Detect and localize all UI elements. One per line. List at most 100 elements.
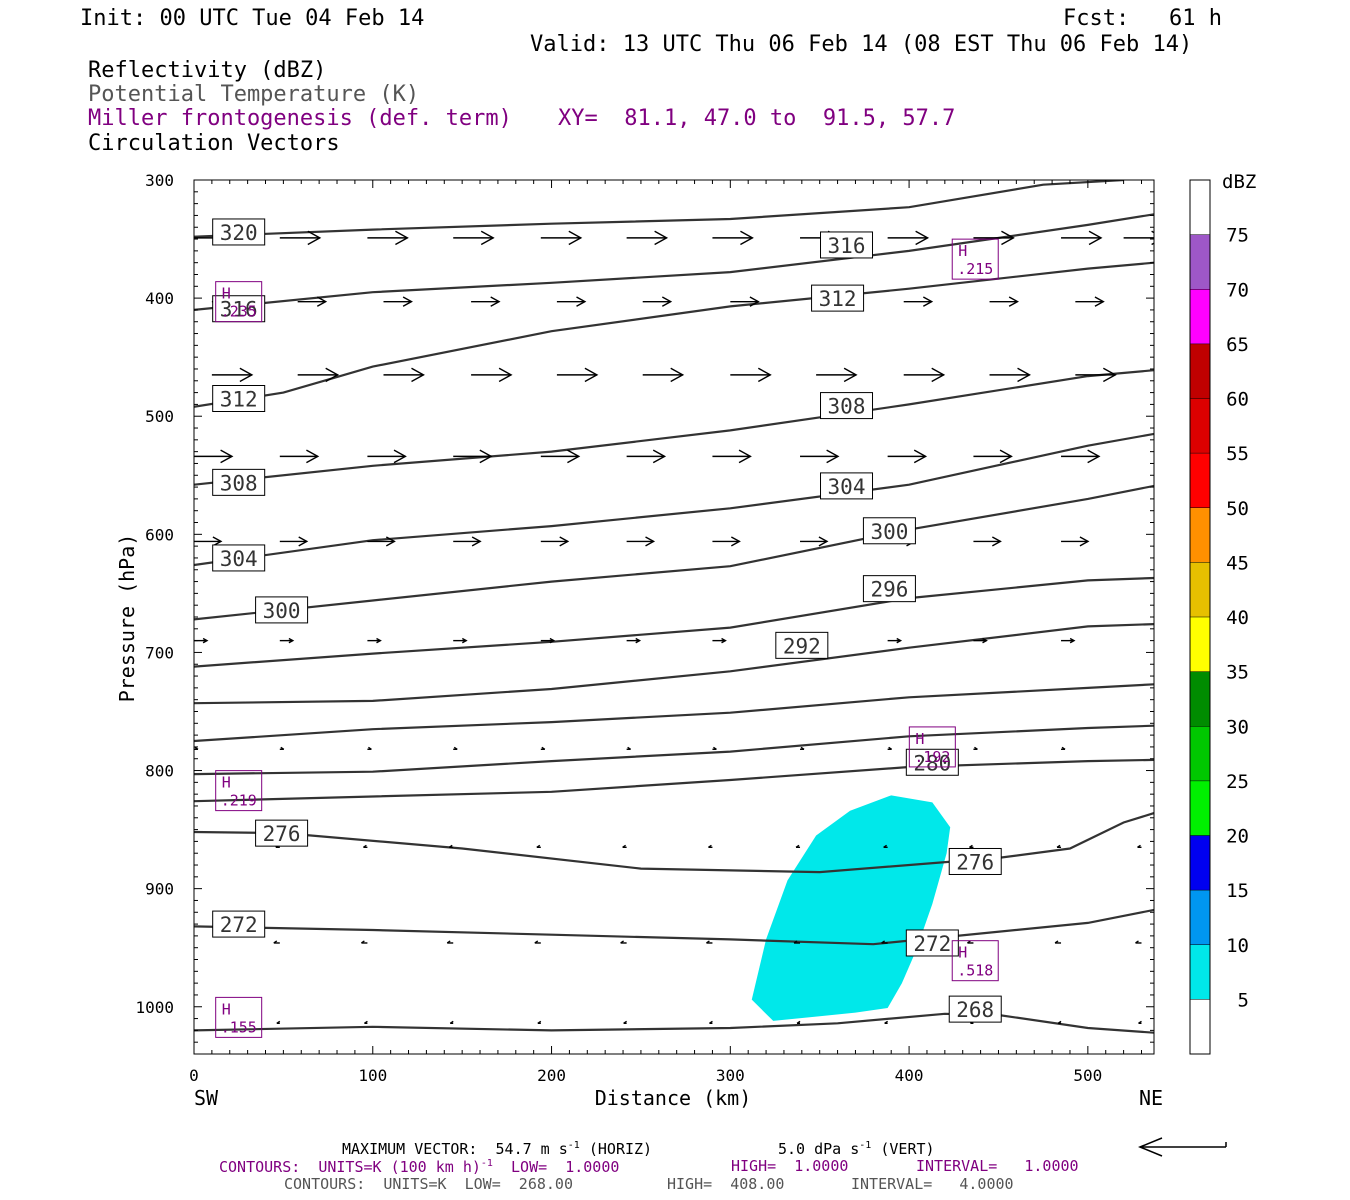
colorbar-segment: [1190, 453, 1210, 508]
plot-frame: [193, 179, 1155, 1055]
circulation-vector: [708, 844, 713, 849]
contour-label: 304: [212, 544, 266, 572]
field-theta: Potential Temperature (K): [88, 82, 420, 107]
y-tick-label: 900: [145, 880, 174, 899]
circulation-vector: [1123, 230, 1154, 246]
contour-label: 276: [948, 847, 1002, 875]
circulation-vector: [536, 844, 541, 849]
colorbar-segment: [1190, 617, 1210, 672]
y-tick-label: 600: [145, 525, 174, 544]
x-axis-title: Distance (km): [595, 1086, 752, 1110]
circulation-vector: [1137, 844, 1142, 849]
colorbar-label: 45: [1226, 552, 1249, 574]
circulation-vector: [1057, 1020, 1062, 1024]
circulation-vector: [620, 940, 627, 944]
colorbar-label: 20: [1226, 826, 1249, 848]
svg-text:.518: .518: [957, 962, 993, 980]
svg-text:H: H: [915, 730, 924, 748]
circulation-vector: [712, 746, 717, 750]
isentrope-276: [194, 812, 1154, 874]
field-frontogenesis: Miller frontogenesis (def. term): [88, 106, 512, 131]
colorbar-label: 50: [1226, 498, 1249, 520]
circulation-vector: [1061, 746, 1066, 750]
circulation-vector: [367, 536, 396, 547]
svg-text:280: 280: [913, 751, 951, 775]
isentrope-292: [194, 623, 1154, 705]
circulation-vector: [642, 367, 685, 383]
circulation-vector: [471, 296, 501, 307]
init-time: Init: 00 UTC Tue 04 Feb 14: [80, 6, 425, 31]
y-axis-title: Pressure (hPa): [115, 534, 139, 703]
contour-label: 300: [862, 517, 916, 545]
svg-text:308: 308: [220, 471, 258, 495]
circulation-vector: [887, 637, 903, 644]
colorbar-unit: dBZ: [1222, 171, 1256, 193]
svg-text:292: 292: [783, 634, 821, 658]
circulation-vector: [556, 296, 587, 307]
svg-text:H: H: [958, 242, 967, 260]
contour-label: 308: [820, 392, 874, 420]
circulation-vector: [297, 296, 328, 307]
y-tick-label: 300: [145, 171, 174, 190]
colorbar-label: 30: [1226, 716, 1249, 738]
cross-section-endpoints: XY= 81.1, 47.0 to 91.5, 57.7: [558, 106, 956, 131]
svg-text:H: H: [958, 944, 967, 962]
svg-text:276: 276: [263, 822, 301, 846]
circulation-vector: [883, 844, 888, 849]
svg-text:304: 304: [220, 547, 258, 571]
svg-text:H: H: [222, 285, 231, 303]
reference-vector-arrow: [1138, 1137, 1227, 1157]
circulation-vector: [730, 367, 772, 383]
svg-text:.219: .219: [221, 792, 257, 810]
colorbar-label: 5: [1238, 989, 1249, 1011]
contour-label: 304: [820, 472, 874, 500]
colorbar-label: 35: [1226, 662, 1249, 684]
y-tick-label: 400: [145, 289, 174, 308]
circulation-vector: [367, 637, 382, 644]
circulation-vector: [800, 746, 805, 750]
y-tick-label: 1000: [135, 998, 174, 1017]
svg-text:.155: .155: [221, 1018, 257, 1036]
colorbar-segment: [1190, 835, 1210, 891]
circulation-vector: [1075, 367, 1117, 383]
fronto-maximum: H.219: [215, 770, 263, 812]
contour-label: 312: [212, 385, 266, 412]
svg-text:312: 312: [220, 388, 258, 412]
circulation-vector: [816, 367, 858, 383]
fronto-maximum: H.518: [951, 940, 999, 982]
circulation-vector: [453, 230, 495, 246]
contour-label: 300: [255, 596, 309, 624]
svg-text:276: 276: [956, 850, 994, 874]
circulation-vector: [453, 536, 482, 547]
circulation-vector: [1061, 536, 1090, 547]
svg-text:H: H: [222, 1000, 231, 1018]
circulation-vector: [989, 296, 1019, 307]
colorbar-segment: [1190, 562, 1210, 617]
circulation-vector: [626, 230, 669, 246]
valid-time: Valid: 13 UTC Thu 06 Feb 14 (08 EST Thu …: [530, 32, 1193, 57]
circulation-vector: [973, 449, 1013, 464]
contour-label: 316: [820, 231, 874, 259]
circulation-vector: [1054, 940, 1062, 944]
circulation-vector: [540, 746, 546, 750]
circulation-vector: [361, 940, 368, 944]
circulation-vector: [881, 940, 888, 944]
circulation-vector: [448, 844, 454, 849]
colorbar-segment: [1190, 671, 1210, 727]
contour-label: 268: [948, 995, 1002, 1023]
svg-text:300: 300: [870, 520, 908, 544]
circulation-vector: [969, 844, 974, 849]
circulation-vector: [795, 844, 801, 849]
circulation-vector: [903, 296, 934, 307]
circulation-vector: [194, 449, 234, 464]
circulation-vector: [706, 940, 713, 944]
contour-label: 316: [212, 295, 266, 323]
circulation-vector: [453, 637, 468, 644]
contour-label: 292: [775, 631, 829, 659]
colorbar-segment: [1190, 726, 1210, 781]
circulation-vector: [1061, 230, 1103, 246]
circulation-vector: [622, 844, 627, 849]
circulation-vector: [973, 746, 978, 750]
isentrope-288: [194, 683, 1154, 743]
circulation-vector: [709, 1020, 713, 1024]
